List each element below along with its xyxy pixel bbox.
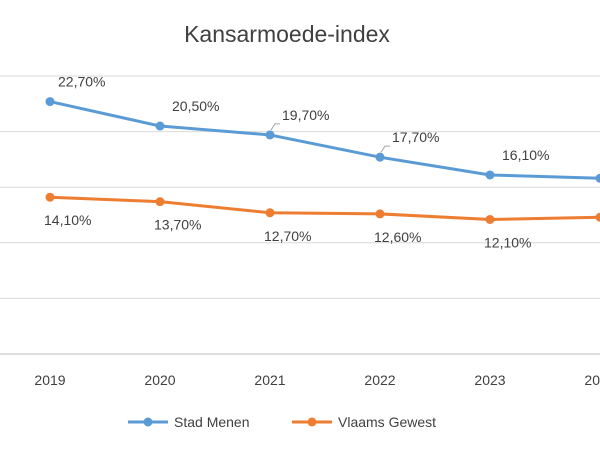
data-label: 14,10% [44, 212, 91, 228]
data-label: 12,10% [484, 234, 531, 250]
series-line-1 [48, 100, 600, 180]
data-label: 12,60% [374, 229, 421, 245]
x-tick-label: 2020 [144, 372, 175, 388]
data-point [45, 97, 55, 107]
data-label: 12,70% [264, 228, 311, 244]
data-point [265, 130, 275, 140]
legend: Stad Menen Vlaams Gewest [128, 414, 436, 430]
data-point [485, 170, 495, 180]
data-labels: 22,70% 20,50% 19,70% 17,70% 16,10% 14,10% 13,7… [44, 74, 549, 251]
legend-swatch-marker [307, 417, 317, 427]
data-point [265, 208, 275, 218]
x-tick-label: 2021 [254, 372, 285, 388]
chart-title: Kansarmoede-index [184, 21, 390, 47]
data-point [375, 152, 385, 162]
x-tick-label: 2023 [474, 372, 505, 388]
data-point [155, 121, 165, 131]
legend-swatch-marker [143, 417, 153, 427]
x-tick-label: 2019 [34, 372, 65, 388]
gridlines [0, 75, 600, 355]
data-label: 16,10% [502, 147, 549, 163]
data-label: 19,70% [282, 107, 329, 123]
legend-label: Vlaams Gewest [338, 414, 436, 430]
data-point [595, 173, 600, 183]
series-line-2 [48, 195, 600, 221]
data-label: 17,70% [392, 129, 439, 145]
series-lines [45, 97, 600, 224]
x-tick-label: 2024 [584, 372, 600, 388]
data-label: 13,70% [154, 217, 201, 233]
legend-label: Stad Menen [174, 414, 250, 430]
leader-line [380, 145, 390, 153]
data-label: 22,70% [58, 74, 105, 90]
data-point [45, 192, 55, 202]
x-axis-ticks: 2019 2020 2021 2022 2023 2024 [34, 372, 600, 388]
data-point [485, 214, 495, 224]
data-label: 20,50% [172, 98, 219, 114]
x-tick-label: 2022 [364, 372, 395, 388]
data-point [595, 212, 600, 222]
data-point [375, 209, 385, 219]
leader-line [270, 123, 280, 131]
data-point [155, 197, 165, 207]
